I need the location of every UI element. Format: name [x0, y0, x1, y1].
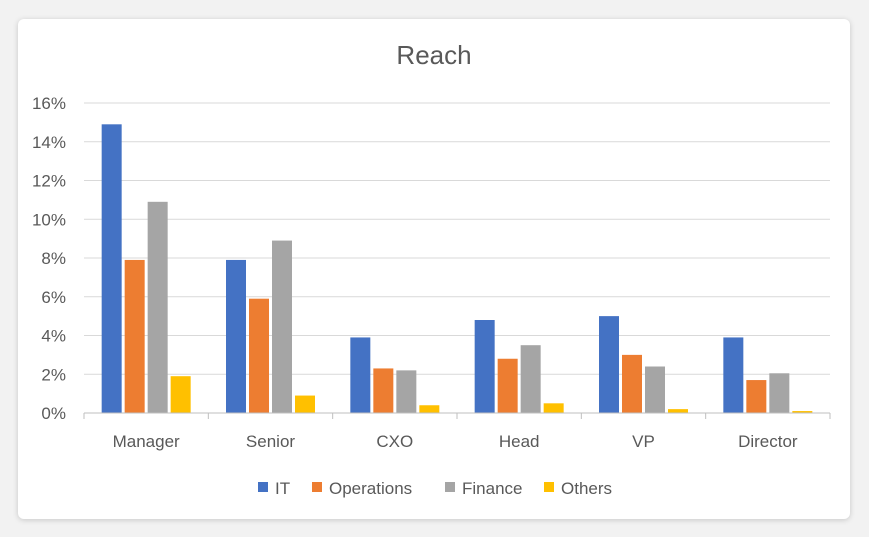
y-tick-label: 16% — [32, 94, 66, 113]
x-tick-label: VP — [632, 432, 655, 451]
chart-title: Reach — [396, 40, 471, 70]
bar-it-senior — [226, 259, 246, 413]
bar-finance-vp — [645, 366, 665, 413]
x-tick-label: CXO — [376, 432, 413, 451]
legend-swatch-operations — [312, 482, 322, 492]
x-tick-label: Senior — [246, 432, 295, 451]
bar-finance-manager — [147, 201, 168, 413]
bar-it-manager — [101, 124, 122, 413]
bar-finance-director — [769, 373, 790, 413]
bar-operations-head — [497, 358, 518, 413]
y-tick-label: 0% — [41, 404, 66, 423]
legend-swatch-finance — [445, 482, 455, 492]
bar-operations-senior — [249, 298, 269, 413]
bar-operations-director — [746, 380, 767, 413]
legend-swatch-it — [258, 482, 268, 492]
bar-others-vp — [668, 409, 688, 413]
x-tick-label: Head — [499, 432, 540, 451]
gridlines — [84, 102, 830, 375]
bar-others-head — [543, 403, 564, 413]
bars — [101, 124, 813, 413]
bar-it-head — [474, 320, 495, 413]
bar-others-senior — [295, 395, 315, 413]
legend-label-others: Others — [561, 479, 612, 498]
bar-finance-head — [520, 345, 541, 413]
legend-label-finance: Finance — [462, 479, 522, 498]
legend-label-operations: Operations — [329, 479, 412, 498]
bar-others-cxo — [419, 405, 440, 413]
bar-finance-cxo — [396, 370, 417, 413]
bar-it-director — [723, 337, 744, 413]
bar-finance-senior — [272, 240, 292, 413]
x-axis: Manager Senior CXO Head VP Director — [83, 412, 831, 451]
legend-label-it: IT — [275, 479, 290, 498]
bar-others-director — [792, 411, 813, 413]
y-tick-label: 12% — [32, 172, 66, 191]
y-tick-label: 14% — [32, 133, 66, 152]
y-tick-label: 10% — [32, 210, 66, 229]
y-tick-label: 2% — [41, 365, 66, 384]
bar-operations-cxo — [373, 368, 394, 413]
bar-it-vp — [599, 316, 619, 413]
bar-operations-manager — [124, 259, 145, 413]
legend: IT Operations Finance Others — [258, 479, 612, 498]
x-tick-label: Manager — [113, 432, 180, 451]
legend-swatch-others — [544, 482, 554, 492]
y-tick-label: 8% — [41, 249, 66, 268]
bar-others-manager — [170, 376, 191, 413]
y-axis-ticks: 0% 2% 4% 6% 8% 10% 12% 14% 16% — [32, 94, 66, 423]
y-tick-label: 6% — [41, 288, 66, 307]
bar-it-cxo — [350, 337, 371, 413]
x-tick-label: Director — [738, 432, 798, 451]
bar-operations-vp — [622, 354, 642, 413]
y-tick-label: 4% — [41, 327, 66, 346]
